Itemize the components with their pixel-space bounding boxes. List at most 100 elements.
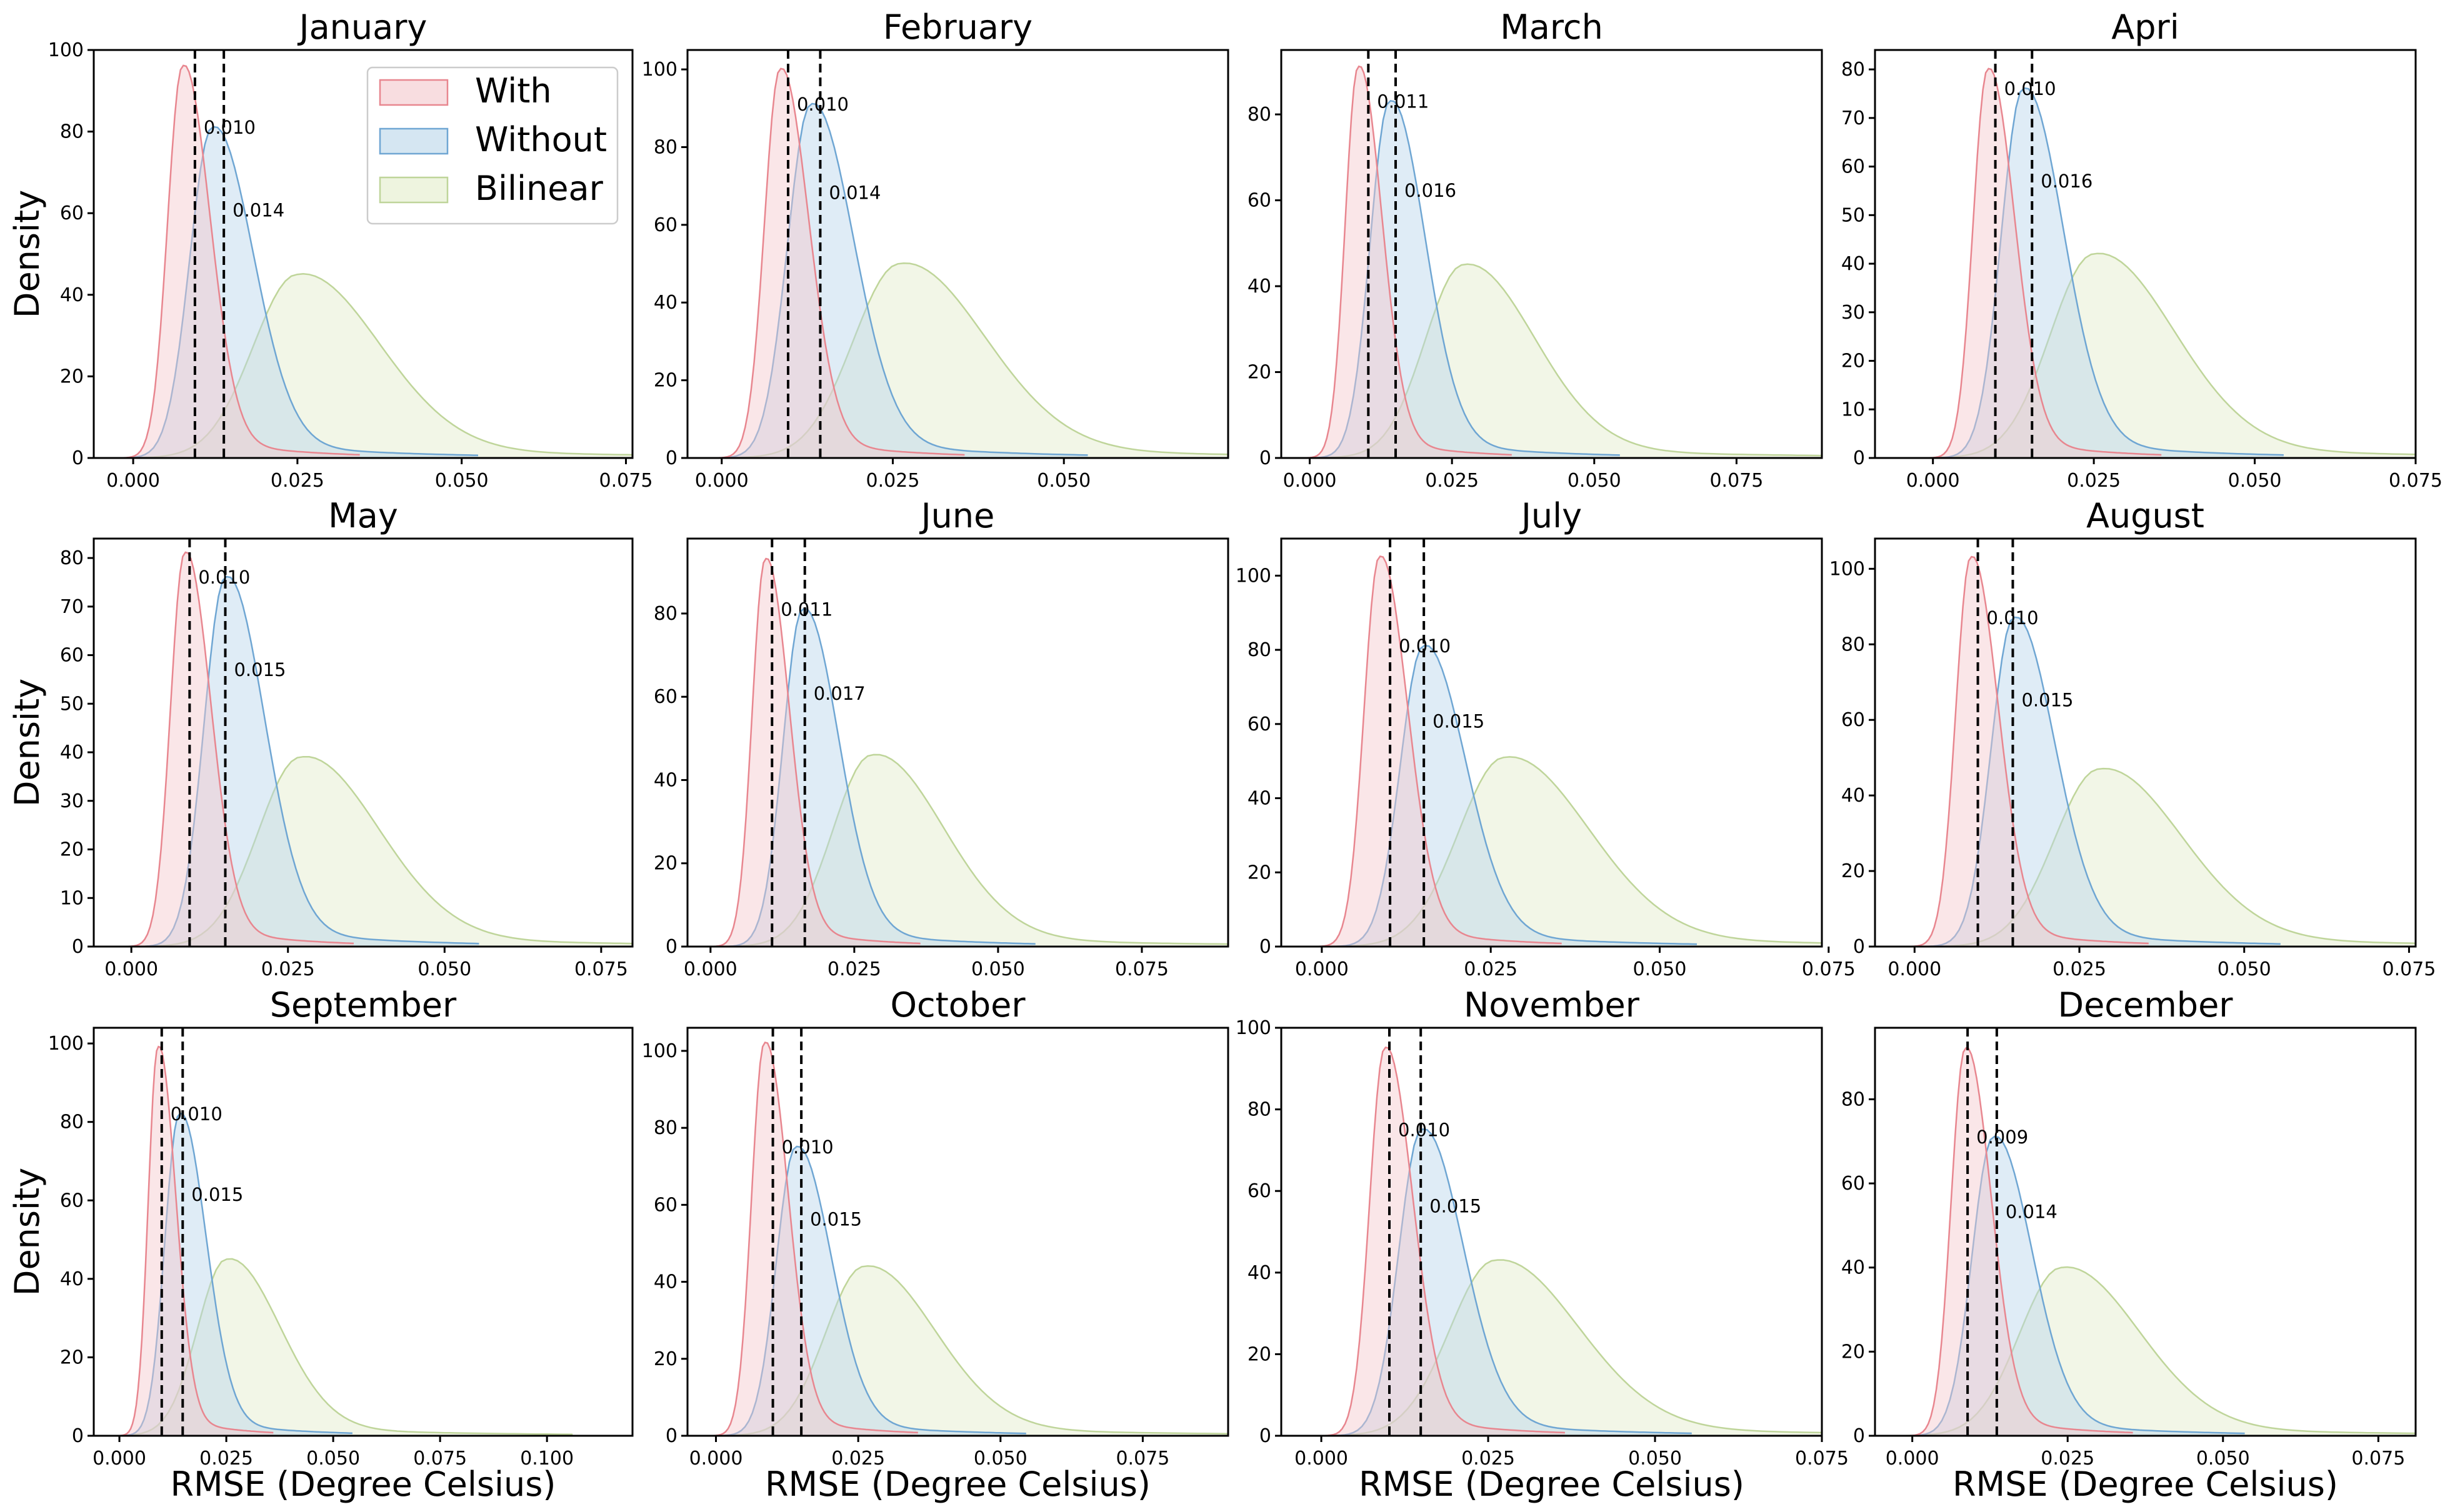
y-tick-label: 60 [1841,1173,1865,1195]
density-line-bilinear [1281,263,1822,458]
axes-frame [92,537,634,948]
mean-label-with: 0.010 [204,117,256,138]
y-tick-label: 50 [1841,204,1865,226]
plot-area [688,557,1228,947]
x-tick-label: 0.000 [106,470,160,492]
panel-apri: 0.010 0.016 0 10 20 30 40 50 60 70 80 0.000 0.025 0.0… [1841,7,2442,492]
y-tick-label: 20 [60,839,84,861]
x-tick-label: 0.050 [1633,958,1687,980]
panel-title: March [1500,7,1603,47]
x-tick-label: 0.050 [306,1448,360,1470]
panel-title: November [1464,985,1640,1025]
y-tick-label: 100 [1829,558,1865,580]
y-tick-label: 0 [666,447,678,469]
density-area-bilinear [1281,1260,1822,1436]
density-area-with [1890,1048,2133,1436]
density-area-bilinear [94,757,632,947]
plot-area [1875,67,2416,458]
density-line-without [1881,1135,2245,1436]
y-tick-label: 40 [1248,1262,1271,1284]
x-tick-label: 0.050 [1568,470,1621,492]
mean-label-with: 0.010 [171,1103,222,1125]
x-axis-label: RMSE (Degree Celsius) [171,1465,556,1504]
density-area-with [103,65,360,458]
density-line-without [94,126,479,458]
density-area-bilinear [688,263,1228,458]
legend-label-without: Without [475,120,607,159]
x-tick-label: 0.075 [1795,1448,1849,1470]
density-area-without [693,1146,1026,1436]
x-tick-label: 0.000 [684,958,738,980]
x-tick-label: 0.050 [974,1448,1028,1470]
legend-swatch-without [379,127,449,155]
panel-august: 0.010 0.015 0 20 40 60 80 100 0.000 0.025 0.050 0.0… [1829,496,2436,980]
x-tick-label: 0.050 [2228,470,2282,492]
density-area-with [696,1042,918,1436]
panel-title: May [328,496,398,535]
mean-label-without: 0.015 [191,1184,243,1205]
x-axis-label: RMSE (Degree Celsius) [1359,1465,1744,1504]
x-tick-label: 0.025 [866,470,920,492]
density-line-with [1298,555,1562,947]
density-area-with [106,1047,274,1436]
y-tick-label: 80 [60,547,84,569]
panel-october: 0.010 0.015 0 20 40 60 80 100 0.000 0.025 0.050 0.0… [642,985,1229,1504]
y-tick-label: 30 [1841,302,1865,324]
y-tick-label: 60 [654,1194,678,1216]
plot-area [94,1045,573,1436]
x-tick-label: 0.075 [1802,958,1856,980]
x-tick-label: 0.025 [2041,1448,2094,1470]
y-tick-label: 40 [1841,785,1865,807]
density-line-bilinear [1281,1259,1822,1436]
axes-frame [686,1027,1229,1437]
x-tick-label: 0.000 [1294,1448,1348,1470]
y-tick-label: 100 [48,39,84,61]
x-tick-label: 0.000 [1888,958,1941,980]
x-tick-label: 0.025 [1464,958,1518,980]
density-line-with [696,557,921,947]
density-area-bilinear [94,1258,573,1436]
y-tick-label: 60 [60,645,84,667]
density-line-bilinear [94,1258,573,1436]
y-axis-label: Density [8,190,47,318]
y-tick-label: 30 [60,790,84,812]
y-tick-label: 0 [72,1425,84,1447]
x-tick-label: 0.050 [971,958,1025,980]
y-tick-label: 60 [1841,709,1865,731]
y-tick-label: 10 [1841,399,1865,420]
y-tick-label: 0 [1259,936,1271,958]
panel-may: 0.010 0.015 0 10 20 30 40 50 60 70 80 0.000 0.025 0.0… [8,496,634,980]
x-tick-label: 0.075 [2382,958,2436,980]
y-axis-label: Density [8,1168,47,1296]
y-tick-label: 40 [1841,1257,1865,1279]
density-line-with [696,1041,918,1436]
mean-label-with: 0.010 [1399,635,1451,657]
density-line-without [699,607,1036,947]
axes-frame [686,537,1229,948]
density-line-with [698,67,965,458]
density-line-without [1907,87,2284,458]
x-tick-label: 0.000 [1283,470,1337,492]
x-tick-label: 0.075 [1116,1448,1169,1470]
y-tick-label: 20 [1248,362,1271,384]
density-area-bilinear [1281,757,1822,947]
panel-title: July [1519,496,1582,535]
density-line-bilinear [94,273,632,458]
density-line-bilinear [94,755,632,947]
density-area-bilinear [1281,264,1822,458]
density-area-without [1301,645,1697,947]
x-tick-label: 0.050 [1037,470,1091,492]
y-tick-label: 40 [60,1268,84,1290]
density-area-bilinear [1875,1267,2416,1436]
density-area-with [1304,1047,1565,1436]
plot-area [1281,1046,1822,1436]
y-tick-label: 20 [60,1346,84,1368]
mean-label-with: 0.010 [797,94,849,115]
x-tick-label: 0.050 [435,470,489,492]
mean-label-without: 0.017 [814,683,866,704]
y-tick-label: 0 [72,936,84,958]
x-tick-label: 0.100 [520,1448,574,1470]
density-area-with [109,552,354,947]
density-area-with [698,68,965,458]
y-tick-label: 80 [1841,634,1865,655]
